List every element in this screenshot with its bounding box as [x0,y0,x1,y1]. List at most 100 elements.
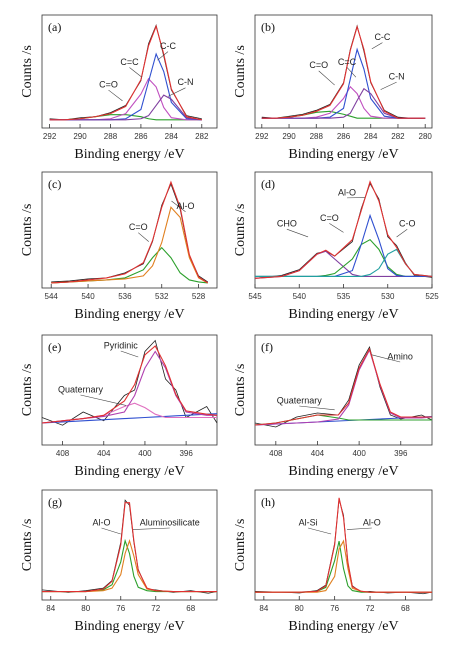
x-tick-label: 404 [311,449,325,458]
x-tick-label: 292 [43,132,57,141]
plot-frame [254,489,433,601]
x-axis-label: Binding energy /eV [288,619,398,634]
annotation: C=O [320,213,339,223]
annotation: C-N [389,72,405,82]
x-axis-label: Binding energy /eV [74,307,184,322]
annotation-arrow [329,223,344,233]
spectrum-line [254,348,433,426]
x-tick-label: 280 [419,132,433,141]
x-tick-label: 286 [337,132,351,141]
spectrum-line [41,499,218,594]
plot-frame [41,171,218,289]
x-tick-label: 396 [179,449,193,458]
annotation-arrow [286,228,309,238]
x-tick-label: 532 [155,292,169,301]
annotation: C-O [399,219,416,229]
annotation-arrow [138,232,149,242]
annotation: Al-O [338,187,356,197]
x-tick-label: 288 [104,132,118,141]
x-tick-label: 284 [364,132,378,141]
spectrum-line [261,87,426,119]
spectrum-line [41,345,218,424]
plot-frame [41,489,218,601]
x-tick-label: 535 [337,292,351,301]
x-tick-label: 72 [366,604,375,613]
annotation-arrow [308,527,332,535]
x-tick-label: 84 [46,604,55,613]
annotation: C=O [99,79,118,89]
x-tick-label: 536 [118,292,132,301]
spectrum-line [42,502,217,593]
x-axis-label: Binding energy /eV [74,464,184,479]
annotation: C-N [178,77,194,87]
panel-label: (b) [261,20,275,34]
annotation-arrow [120,350,139,358]
plot-frame [41,14,218,129]
panel-label: (h) [261,495,275,509]
x-tick-label: 400 [352,449,366,458]
y-axis-label: Counts /s [233,45,248,98]
y-axis-label: Counts /s [233,204,248,257]
spectrum-line [255,238,432,277]
x-tick-label: 408 [56,449,70,458]
x-tick-label: 530 [381,292,395,301]
spectrum-line [254,182,433,279]
annotation: Quaternary [277,395,323,405]
spectrum-line [51,206,209,284]
annotation: Al-O [93,517,111,527]
x-tick-label: 544 [45,292,59,301]
annotation-arrow [347,527,372,530]
x-axis-label: Binding energy /eV [288,464,398,479]
annotation-arrow [371,42,383,50]
annotation-arrow [171,200,186,213]
x-tick-label: 292 [255,132,269,141]
annotation-arrow [396,228,408,238]
spectrum-line [254,250,432,279]
x-tick-label: 76 [116,604,125,613]
x-tick-label: 68 [186,604,195,613]
spectrum-line [261,85,426,119]
x-tick-label: 400 [138,449,152,458]
spectrum-line [51,180,209,284]
x-tick-label: 76 [330,604,339,613]
x-tick-label: 404 [97,449,111,458]
x-tick-label: 284 [165,132,179,141]
annotation: CHO [277,219,297,229]
x-axis-label: Binding energy /eV [288,307,398,322]
panel-label: (f) [261,340,273,354]
annotation: Aluminosilicate [140,517,200,527]
annotation-arrow [132,527,170,530]
annotation-arrow [346,67,357,78]
annotation-arrow [167,87,186,97]
x-axis-label: Binding energy /eV [74,619,184,634]
panel-label: (c) [48,177,61,191]
y-axis-label: Counts /s [233,364,248,417]
panel-label: (d) [261,177,275,191]
annotation-arrow [129,67,142,78]
annotation: C-C [374,32,390,42]
x-tick-label: 80 [81,604,90,613]
x-tick-label: 288 [310,132,324,141]
plot-frame [41,334,218,446]
spectrum-line [255,497,432,593]
spectrum-line [49,24,202,121]
x-tick-label: 540 [81,292,95,301]
y-axis-label: Counts /s [20,45,35,98]
spectrum-line [42,538,217,593]
annotation: Al-O [363,517,381,527]
annotation: Quaternary [58,384,104,394]
x-tick-label: 540 [293,292,307,301]
plot-frame [254,334,433,446]
plot-frame [254,14,433,129]
annotation-arrow [380,81,397,90]
x-tick-label: 528 [192,292,206,301]
annotation: Al-O [177,201,195,211]
annotation-arrow [371,354,401,363]
panel-label: (a) [48,20,61,34]
spectrum-line [49,94,202,121]
x-tick-label: 282 [195,132,209,141]
spectrum-line [254,347,432,426]
spectrum-line [255,540,432,593]
x-tick-label: 290 [73,132,87,141]
spectrum-line [41,413,218,424]
